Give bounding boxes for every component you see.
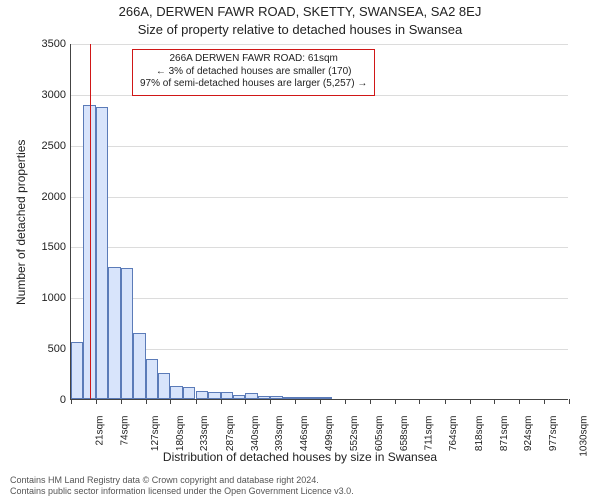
x-tick: [320, 399, 321, 404]
x-tick-label: 233sqm: [199, 416, 210, 452]
footer-line-1: Contains HM Land Registry data © Crown c…: [10, 475, 354, 485]
histogram-bar: [146, 359, 158, 399]
gridline: [71, 247, 568, 248]
gridline: [71, 349, 568, 350]
x-tick-label: 340sqm: [250, 416, 261, 452]
footer-line-2: Contains public sector information licen…: [10, 486, 354, 496]
y-axis-title: Number of detached properties: [14, 139, 28, 304]
x-tick: [395, 399, 396, 404]
x-tick: [445, 399, 446, 404]
x-tick-label: 127sqm: [150, 416, 161, 452]
x-tick: [221, 399, 222, 404]
x-tick-label: 21sqm: [95, 416, 106, 446]
info-box: 266A DERWEN FAWR ROAD: 61sqm ← 3% of det…: [132, 49, 375, 96]
info-line-3: 97% of semi-detached houses are larger (…: [140, 78, 367, 91]
x-tick: [419, 399, 420, 404]
x-tick-label: 552sqm: [349, 416, 360, 452]
x-tick-label: 74sqm: [119, 416, 130, 446]
histogram-bar: [108, 267, 120, 399]
x-tick: [494, 399, 495, 404]
y-tick-label: 2000: [6, 191, 66, 203]
footer: Contains HM Land Registry data © Crown c…: [10, 475, 354, 496]
info-line-2: ← 3% of detached houses are smaller (170…: [140, 66, 367, 79]
histogram-bar: [158, 373, 170, 399]
histogram-bar: [196, 391, 208, 399]
x-tick: [270, 399, 271, 404]
gridline: [71, 146, 568, 147]
y-tick-label: 1000: [6, 292, 66, 304]
histogram-bar: [308, 397, 320, 399]
x-tick-label: 977sqm: [548, 416, 559, 452]
histogram-bar: [295, 397, 307, 399]
x-tick: [544, 399, 545, 404]
y-tick-label: 3500: [6, 38, 66, 50]
histogram-bar: [245, 393, 257, 399]
title-line-2: Size of property relative to detached ho…: [0, 22, 600, 37]
histogram-bar: [233, 395, 245, 399]
y-tick-label: 0: [6, 394, 66, 406]
x-tick: [146, 399, 147, 404]
x-tick-label: 605sqm: [374, 416, 385, 452]
histogram-bar: [270, 396, 282, 399]
y-tick-label: 2500: [6, 140, 66, 152]
gridline: [71, 44, 568, 45]
title-line-1: 266A, DERWEN FAWR ROAD, SKETTY, SWANSEA,…: [0, 4, 600, 19]
gridline: [71, 197, 568, 198]
x-tick: [345, 399, 346, 404]
x-tick: [569, 399, 570, 404]
gridline: [71, 298, 568, 299]
x-tick: [245, 399, 246, 404]
x-tick-label: 446sqm: [299, 416, 310, 452]
histogram-bar: [121, 268, 133, 399]
x-tick: [370, 399, 371, 404]
histogram-bar: [320, 397, 332, 399]
histogram-bar: [258, 396, 270, 399]
x-tick-label: 764sqm: [448, 416, 459, 452]
x-tick-label: 1030sqm: [579, 416, 590, 457]
x-tick-label: 658sqm: [399, 416, 410, 452]
x-tick-label: 871sqm: [499, 416, 510, 452]
histogram-bar: [283, 397, 295, 399]
x-tick-label: 393sqm: [275, 416, 286, 452]
histogram-bar: [208, 392, 220, 399]
histogram-bar: [170, 386, 182, 399]
plot-area: 266A DERWEN FAWR ROAD: 61sqm ← 3% of det…: [70, 44, 568, 400]
x-tick: [196, 399, 197, 404]
property-marker-line: [90, 44, 91, 399]
histogram-bar: [221, 392, 233, 399]
histogram-bar: [133, 333, 145, 399]
x-tick-label: 180sqm: [175, 416, 186, 452]
x-tick-label: 711sqm: [423, 416, 434, 451]
x-tick: [470, 399, 471, 404]
x-tick: [519, 399, 520, 404]
figure: 266A, DERWEN FAWR ROAD, SKETTY, SWANSEA,…: [0, 0, 600, 500]
x-tick: [121, 399, 122, 404]
x-tick-label: 499sqm: [324, 416, 335, 452]
histogram-bar: [183, 387, 195, 399]
x-tick: [71, 399, 72, 404]
x-tick: [170, 399, 171, 404]
y-tick-label: 500: [6, 343, 66, 355]
x-tick: [96, 399, 97, 404]
info-line-1: 266A DERWEN FAWR ROAD: 61sqm: [140, 53, 367, 66]
x-tick-label: 818sqm: [474, 416, 485, 452]
histogram-bar: [71, 342, 83, 399]
y-tick-label: 3000: [6, 89, 66, 101]
histogram-bar: [96, 107, 108, 399]
x-tick-label: 287sqm: [225, 416, 236, 452]
y-tick-label: 1500: [6, 241, 66, 253]
x-tick: [295, 399, 296, 404]
x-axis-title: Distribution of detached houses by size …: [0, 450, 600, 464]
x-tick-label: 924sqm: [524, 416, 535, 452]
